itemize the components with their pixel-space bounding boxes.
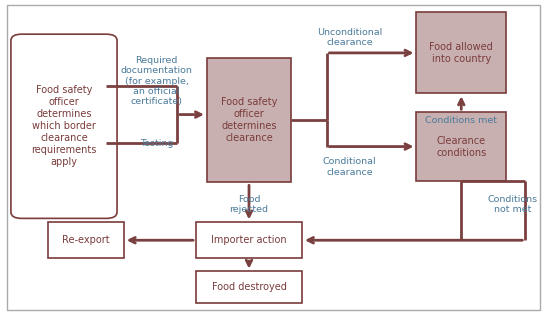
FancyBboxPatch shape (11, 34, 117, 218)
FancyBboxPatch shape (416, 12, 506, 94)
Text: Food
rejected: Food rejected (230, 195, 269, 214)
Text: Food allowed
into country: Food allowed into country (429, 42, 493, 64)
Text: Conditional
clearance: Conditional clearance (323, 157, 376, 177)
FancyBboxPatch shape (196, 272, 302, 303)
FancyBboxPatch shape (196, 222, 302, 258)
Text: Re-export: Re-export (62, 235, 109, 245)
FancyBboxPatch shape (416, 112, 506, 181)
Text: Conditions
not met: Conditions not met (488, 195, 538, 214)
Text: Food destroyed: Food destroyed (212, 282, 287, 292)
Text: Clearance
conditions: Clearance conditions (436, 135, 486, 158)
Text: Required
documentation
(for example,
an official
certificate): Required documentation (for example, an … (120, 56, 193, 106)
Text: Food safety
officer
determines
which border
clearance
requirements
apply: Food safety officer determines which bor… (31, 85, 97, 167)
Text: Conditions met: Conditions met (425, 116, 497, 124)
Text: Food safety
officer
determines
clearance: Food safety officer determines clearance (221, 97, 277, 143)
Text: Importer action: Importer action (211, 235, 287, 245)
Text: Testing: Testing (140, 139, 173, 148)
Text: Unconditional
clearance: Unconditional clearance (317, 28, 382, 47)
FancyBboxPatch shape (207, 58, 291, 182)
FancyBboxPatch shape (48, 222, 124, 258)
